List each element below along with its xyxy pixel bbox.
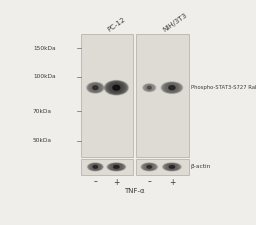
Ellipse shape: [104, 80, 129, 95]
Ellipse shape: [164, 83, 180, 92]
Bar: [136, 34, 189, 157]
Ellipse shape: [142, 164, 156, 170]
Ellipse shape: [163, 163, 181, 171]
Text: +: +: [169, 178, 175, 187]
Ellipse shape: [144, 84, 155, 91]
Ellipse shape: [164, 83, 180, 92]
Ellipse shape: [143, 164, 156, 170]
Text: 70kDa: 70kDa: [33, 109, 52, 114]
Ellipse shape: [110, 164, 123, 170]
Ellipse shape: [105, 81, 127, 94]
Text: β-actin: β-actin: [191, 164, 211, 169]
Ellipse shape: [87, 83, 104, 93]
Text: Phospho-STAT3-S727 Rabbit mAb: Phospho-STAT3-S727 Rabbit mAb: [191, 85, 256, 90]
Ellipse shape: [114, 166, 119, 168]
Ellipse shape: [164, 164, 180, 170]
Text: TNF-α: TNF-α: [124, 188, 145, 194]
Ellipse shape: [163, 83, 181, 92]
Ellipse shape: [108, 83, 125, 93]
Ellipse shape: [147, 166, 152, 168]
Ellipse shape: [165, 164, 179, 170]
Ellipse shape: [163, 83, 181, 93]
Ellipse shape: [106, 81, 127, 94]
Ellipse shape: [108, 163, 125, 171]
Ellipse shape: [87, 82, 104, 93]
Ellipse shape: [143, 84, 156, 92]
Ellipse shape: [107, 82, 126, 94]
Ellipse shape: [89, 83, 102, 92]
Ellipse shape: [113, 85, 120, 90]
Ellipse shape: [88, 83, 103, 92]
Ellipse shape: [165, 164, 179, 170]
Text: 100kDa: 100kDa: [33, 74, 56, 79]
Ellipse shape: [141, 163, 157, 171]
Text: +: +: [113, 178, 120, 187]
Ellipse shape: [164, 164, 179, 170]
Ellipse shape: [109, 83, 124, 92]
Ellipse shape: [87, 163, 103, 171]
Ellipse shape: [87, 83, 103, 93]
Ellipse shape: [93, 86, 98, 90]
Ellipse shape: [108, 82, 125, 93]
Ellipse shape: [105, 81, 128, 95]
Ellipse shape: [162, 82, 182, 93]
Bar: [81, 34, 133, 157]
Ellipse shape: [147, 86, 151, 89]
Text: 50kDa: 50kDa: [33, 138, 52, 143]
Ellipse shape: [89, 164, 102, 170]
Ellipse shape: [107, 82, 126, 93]
Bar: [136, 159, 189, 175]
Ellipse shape: [141, 163, 158, 171]
Ellipse shape: [89, 164, 101, 170]
Ellipse shape: [169, 86, 175, 90]
Ellipse shape: [143, 164, 156, 170]
Ellipse shape: [88, 163, 102, 171]
Ellipse shape: [163, 163, 180, 171]
Ellipse shape: [90, 164, 101, 170]
Ellipse shape: [88, 83, 102, 92]
Ellipse shape: [143, 84, 155, 91]
Text: 150kDa: 150kDa: [33, 46, 56, 51]
Ellipse shape: [88, 163, 103, 171]
Ellipse shape: [107, 163, 126, 171]
Text: –: –: [147, 178, 151, 187]
Ellipse shape: [109, 164, 124, 170]
Ellipse shape: [93, 166, 98, 168]
Ellipse shape: [161, 82, 183, 94]
Text: –: –: [93, 178, 97, 187]
Ellipse shape: [89, 84, 102, 92]
Bar: [81, 159, 133, 175]
Ellipse shape: [89, 164, 102, 170]
Ellipse shape: [143, 84, 156, 92]
Ellipse shape: [169, 166, 175, 168]
Text: PC-12: PC-12: [106, 16, 126, 33]
Ellipse shape: [142, 163, 157, 171]
Ellipse shape: [108, 163, 125, 171]
Text: NIH/3T3: NIH/3T3: [162, 12, 188, 33]
Ellipse shape: [163, 163, 181, 171]
Ellipse shape: [109, 164, 123, 170]
Ellipse shape: [106, 82, 126, 94]
Ellipse shape: [162, 82, 182, 93]
Ellipse shape: [110, 164, 123, 170]
Ellipse shape: [108, 164, 124, 170]
